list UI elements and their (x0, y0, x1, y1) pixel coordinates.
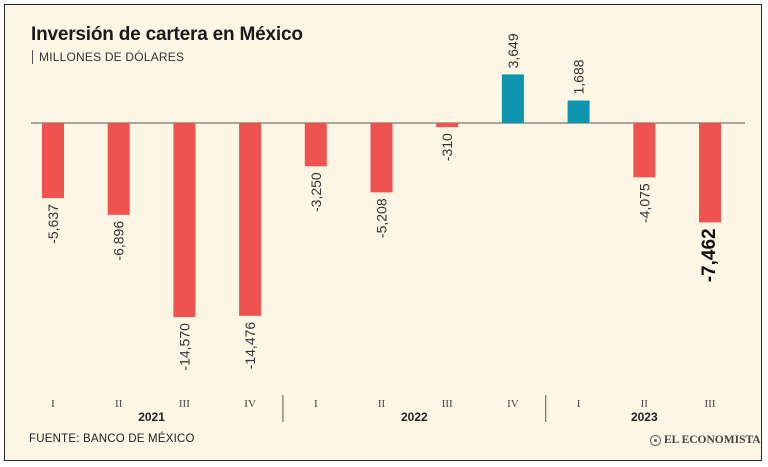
category-label-4: IV (244, 398, 256, 410)
category-label-3: III (179, 398, 190, 410)
bar-4 (239, 123, 262, 316)
source-note: FUENTE: BANCO DE MÉXICO (29, 433, 195, 445)
year-label-2021: 2021 (138, 410, 165, 424)
value-label-10: -4,075 (636, 183, 652, 223)
value-label-1: -5,637 (45, 204, 61, 244)
bar-8 (501, 74, 524, 123)
bar-3 (173, 123, 196, 318)
chart-frame: Inversión de cartera en México MILLONES … (4, 4, 762, 461)
brand-logo: EL ECONOMISTA (650, 434, 761, 446)
bar-5 (304, 123, 327, 167)
chart-subtitle: MILLONES DE DÓLARES (39, 50, 185, 64)
bar-9 (567, 100, 590, 123)
year-label-2023: 2023 (631, 410, 658, 424)
value-label-9: 1,688 (571, 59, 587, 94)
value-label-3: -14,570 (176, 323, 192, 371)
bar-2 (107, 123, 130, 215)
category-label-7: III (442, 398, 453, 410)
category-label-2: II (115, 398, 123, 410)
chart-title: Inversión de cartera en México (31, 24, 303, 45)
value-label-4: -14,476 (242, 322, 258, 370)
bar-11 (699, 123, 721, 223)
year-label-2022: 2022 (401, 410, 428, 424)
category-label-9: I (577, 398, 581, 410)
value-label-7: -310 (439, 133, 455, 161)
value-label-8: 3,649 (505, 33, 521, 68)
category-label-6: II (378, 398, 386, 410)
globe-icon (650, 434, 661, 446)
subtitle-divider (32, 50, 33, 64)
bar-10 (633, 123, 656, 178)
category-label-10: II (641, 398, 649, 410)
brand-name: EL ECONOMISTA (664, 434, 761, 446)
bar-chart: -5,637I-6,896II-14,570III-14,476IV-3,250… (31, 33, 745, 424)
bar-6 (370, 123, 393, 193)
category-label-5: I (314, 398, 318, 410)
category-label-11: III (705, 398, 716, 410)
value-label-6: -5,208 (374, 198, 390, 238)
category-label-8: IV (507, 398, 519, 410)
value-label-2: -6,896 (111, 221, 127, 261)
bar-7 (436, 123, 459, 128)
value-label-11: -7,462 (699, 228, 720, 282)
bar-1 (42, 123, 64, 199)
category-label-1: I (51, 398, 55, 410)
value-label-5: -3,250 (308, 172, 324, 212)
